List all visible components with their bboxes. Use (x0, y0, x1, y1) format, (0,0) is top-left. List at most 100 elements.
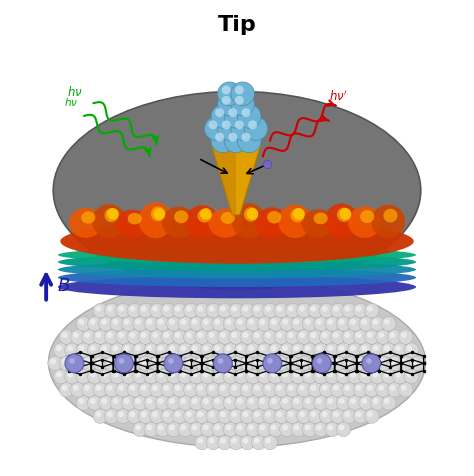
Circle shape (138, 409, 153, 424)
Circle shape (169, 398, 175, 404)
Circle shape (101, 398, 107, 404)
Circle shape (314, 317, 328, 331)
Circle shape (166, 317, 181, 331)
Ellipse shape (58, 276, 416, 298)
Circle shape (141, 332, 146, 338)
Circle shape (365, 356, 379, 371)
Circle shape (220, 332, 226, 338)
Circle shape (116, 330, 130, 345)
Circle shape (209, 306, 214, 312)
Circle shape (280, 317, 294, 331)
Circle shape (305, 346, 310, 351)
Circle shape (129, 359, 135, 365)
Circle shape (229, 330, 243, 345)
Text: $B$: $B$ (57, 276, 70, 294)
Circle shape (235, 396, 249, 410)
Circle shape (59, 356, 74, 371)
Ellipse shape (58, 254, 416, 271)
Circle shape (164, 385, 169, 391)
Circle shape (65, 343, 79, 357)
Circle shape (367, 359, 373, 365)
Circle shape (263, 330, 277, 345)
Circle shape (282, 346, 288, 351)
Circle shape (260, 425, 265, 430)
Ellipse shape (209, 209, 242, 238)
Circle shape (370, 396, 385, 410)
Circle shape (398, 383, 413, 397)
Circle shape (237, 346, 243, 351)
Circle shape (93, 304, 108, 318)
Ellipse shape (246, 208, 258, 220)
Circle shape (276, 385, 283, 391)
Circle shape (203, 319, 209, 325)
Circle shape (263, 383, 277, 397)
Circle shape (302, 317, 317, 331)
Circle shape (218, 330, 232, 345)
Circle shape (87, 317, 102, 331)
Circle shape (118, 358, 124, 364)
Circle shape (314, 396, 328, 410)
Circle shape (305, 319, 310, 325)
Circle shape (344, 306, 350, 312)
Ellipse shape (360, 210, 374, 224)
Circle shape (104, 383, 119, 397)
Circle shape (50, 359, 56, 365)
Circle shape (395, 372, 401, 378)
Circle shape (201, 343, 215, 357)
Circle shape (356, 411, 362, 417)
Circle shape (168, 358, 174, 364)
Circle shape (158, 319, 164, 325)
Circle shape (197, 385, 203, 391)
Circle shape (214, 425, 220, 430)
Circle shape (353, 304, 368, 318)
Circle shape (201, 422, 215, 436)
Circle shape (308, 409, 322, 424)
Circle shape (135, 319, 141, 325)
Circle shape (197, 438, 203, 444)
Circle shape (169, 425, 175, 430)
Circle shape (248, 398, 254, 404)
Circle shape (291, 317, 306, 331)
Ellipse shape (197, 209, 211, 223)
Circle shape (144, 369, 158, 384)
Circle shape (333, 411, 339, 417)
Circle shape (257, 422, 272, 436)
Circle shape (195, 356, 210, 371)
Circle shape (231, 385, 237, 391)
Circle shape (378, 385, 384, 391)
Circle shape (285, 409, 300, 424)
Circle shape (90, 398, 96, 404)
Circle shape (342, 356, 356, 371)
Circle shape (138, 383, 153, 397)
Circle shape (189, 396, 204, 410)
Circle shape (135, 398, 141, 404)
Circle shape (141, 385, 146, 391)
Circle shape (79, 319, 84, 325)
Circle shape (69, 358, 75, 364)
Circle shape (203, 372, 209, 378)
Circle shape (268, 422, 283, 436)
Circle shape (251, 409, 266, 424)
Circle shape (218, 383, 232, 397)
Circle shape (87, 343, 102, 357)
Circle shape (325, 396, 339, 410)
Circle shape (291, 369, 306, 384)
Circle shape (110, 396, 125, 410)
Circle shape (164, 354, 183, 373)
Ellipse shape (221, 212, 235, 225)
Circle shape (90, 319, 96, 325)
Circle shape (206, 409, 221, 424)
Circle shape (54, 343, 68, 357)
Circle shape (65, 369, 79, 384)
Circle shape (175, 359, 181, 365)
Circle shape (104, 409, 119, 424)
Circle shape (378, 359, 384, 365)
Circle shape (260, 319, 265, 325)
Circle shape (359, 317, 374, 331)
Circle shape (302, 369, 317, 384)
Circle shape (240, 304, 255, 318)
Circle shape (370, 317, 385, 331)
Circle shape (161, 330, 175, 345)
Circle shape (237, 425, 243, 430)
Circle shape (356, 332, 362, 338)
